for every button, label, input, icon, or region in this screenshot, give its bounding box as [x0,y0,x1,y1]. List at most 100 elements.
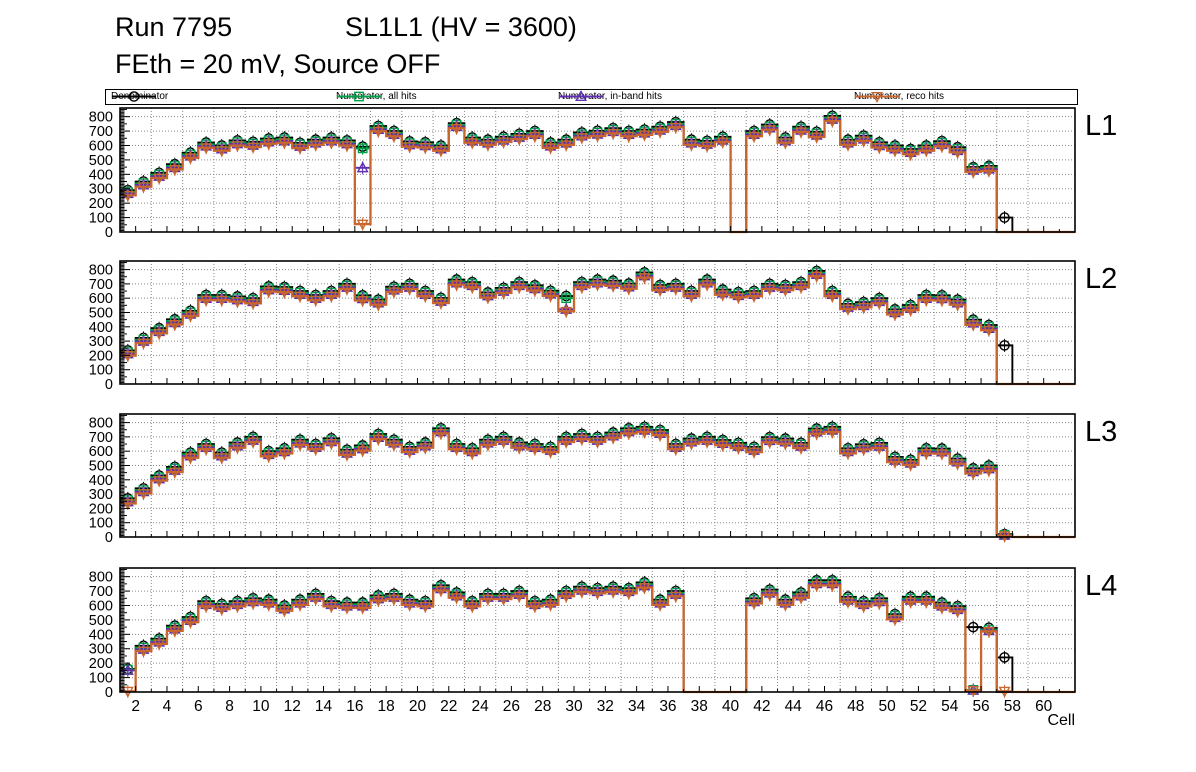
svg-text:4: 4 [163,698,172,715]
svg-text:18: 18 [378,698,395,715]
panel-label-L3: L3 [1085,416,1118,448]
svg-text:12: 12 [284,698,301,715]
svg-text:0: 0 [105,685,113,701]
svg-text:46: 46 [816,698,833,715]
svg-text:100: 100 [89,211,113,227]
title-conditions: FEth = 20 mV, Source OFF [115,49,441,79]
svg-text:54: 54 [941,698,959,715]
x-axis [135,531,1060,537]
svg-text:300: 300 [89,487,113,503]
series-triangle-down [120,578,1075,698]
reco-hits-marker-icon [855,92,899,103]
svg-text:700: 700 [89,430,113,446]
legend-entry-inband-hits: Numerator, in-band hits [558,90,662,103]
svg-text:200: 200 [89,501,113,517]
svg-text:22: 22 [440,698,457,715]
svg-text:500: 500 [89,458,113,474]
svg-text:700: 700 [89,584,113,600]
svg-text:6: 6 [194,698,203,715]
svg-text:56: 56 [972,698,989,715]
grid [120,568,1075,692]
svg-text:200: 200 [89,196,113,212]
svg-text:100: 100 [89,363,113,379]
svg-text:0: 0 [105,377,113,393]
svg-text:24: 24 [471,698,489,715]
svg-text:42: 42 [753,698,770,715]
grid [120,108,1075,232]
series-triangle-down [120,269,1075,386]
svg-text:800: 800 [89,570,113,586]
svg-text:500: 500 [89,305,113,321]
svg-text:100: 100 [89,671,113,687]
x-axis: 2 4 6 8 10 12 14 16 18 20 22 24 26 28 30 32 34 36 38 40 42 44… [131,686,1060,715]
svg-text:20: 20 [409,698,427,715]
svg-text:2: 2 [131,698,140,715]
x-axis-title: Cell [1047,712,1075,729]
svg-text:52: 52 [910,698,927,715]
series-triangle-down [120,425,1075,543]
svg-text:500: 500 [89,153,113,169]
svg-text:60: 60 [1035,698,1053,715]
svg-text:36: 36 [659,698,676,715]
svg-text:0: 0 [105,225,113,241]
svg-text:32: 32 [597,698,614,715]
panel-label-L4: L4 [1085,570,1118,602]
legend-label: Numerator, in-band hits [558,91,662,102]
svg-text:700: 700 [89,277,113,293]
svg-text:400: 400 [89,627,113,643]
svg-text:200: 200 [89,348,113,364]
svg-text:48: 48 [847,698,864,715]
svg-text:800: 800 [89,416,113,432]
panel-label-L2: L2 [1085,263,1118,295]
svg-text:300: 300 [89,182,113,198]
svg-text:14: 14 [315,698,333,715]
x-axis [135,226,1060,232]
svg-text:300: 300 [89,334,113,350]
svg-text:58: 58 [1004,698,1021,715]
svg-text:600: 600 [89,444,113,460]
svg-text:800: 800 [89,110,113,126]
svg-text:0: 0 [105,530,113,546]
svg-text:700: 700 [89,124,113,140]
svg-text:100: 100 [89,516,113,532]
all-hits-marker-icon [337,91,381,102]
svg-text:44: 44 [785,698,803,715]
svg-text:38: 38 [691,698,708,715]
svg-text:600: 600 [89,291,113,307]
legend-label: Numerator, reco hits [854,91,945,102]
svg-text:26: 26 [503,698,520,715]
svg-text:400: 400 [89,320,113,336]
svg-text:200: 200 [89,656,113,672]
svg-text:16: 16 [346,698,363,715]
svg-text:30: 30 [565,698,583,715]
svg-text:8: 8 [225,698,234,715]
legend: Denominator Numerator, all hits Numerato… [105,89,1078,105]
panel-label-L1: L1 [1085,110,1118,142]
legend-entry-reco-hits: Numerator, reco hits [854,90,944,103]
title-chamber: SL1L1 (HV = 3600) [345,12,577,42]
title-run: Run 7795 [115,12,233,42]
svg-text:800: 800 [89,263,113,279]
denominator-marker-icon [112,91,156,102]
svg-text:50: 50 [879,698,897,715]
svg-text:300: 300 [89,642,113,658]
svg-text:34: 34 [628,698,646,715]
legend-entry-denominator: Denominator [111,90,168,103]
svg-text:600: 600 [89,598,113,614]
svg-text:400: 400 [89,473,113,489]
inband-hits-marker-icon [559,90,603,102]
svg-text:500: 500 [89,613,113,629]
x-axis [135,378,1060,384]
svg-text:400: 400 [89,167,113,183]
series-triangle-down [120,114,1075,234]
